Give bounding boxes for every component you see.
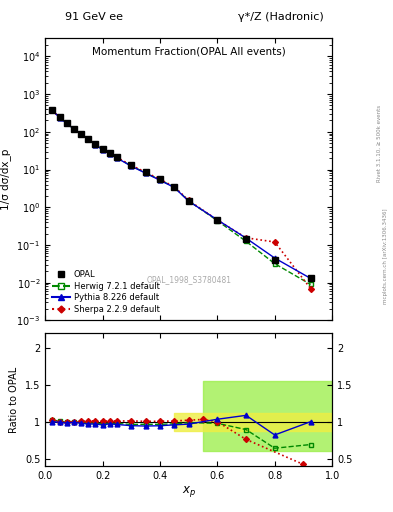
Legend: OPAL, Herwig 7.2.1 default, Pythia 8.226 default, Sherpa 2.2.9 default: OPAL, Herwig 7.2.1 default, Pythia 8.226…	[50, 268, 162, 316]
Y-axis label: 1/σ dσ/dx_p: 1/σ dσ/dx_p	[0, 148, 11, 210]
Text: 91 GeV ee: 91 GeV ee	[65, 11, 123, 22]
Text: γ*/Z (Hadronic): γ*/Z (Hadronic)	[239, 11, 324, 22]
Text: mcplots.cern.ch [arXiv:1306.3436]: mcplots.cern.ch [arXiv:1306.3436]	[383, 208, 387, 304]
Text: Rivet 3.1.10, ≥ 500k events: Rivet 3.1.10, ≥ 500k events	[377, 105, 382, 182]
Y-axis label: Ratio to OPAL: Ratio to OPAL	[9, 367, 19, 433]
Text: Momentum Fraction(OPAL All events): Momentum Fraction(OPAL All events)	[92, 47, 286, 57]
Text: OPAL_1998_S3780481: OPAL_1998_S3780481	[146, 275, 231, 284]
X-axis label: $x_{p}$: $x_{p}$	[182, 483, 196, 499]
